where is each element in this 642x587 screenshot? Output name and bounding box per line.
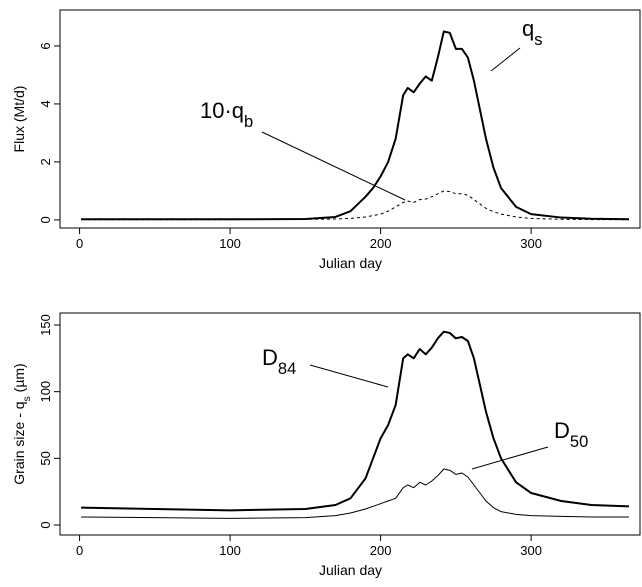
x-tick-label: 0 <box>76 236 83 251</box>
y-tick-label: 4 <box>38 100 53 107</box>
series-annotation: D50 <box>554 418 588 451</box>
plot-frame <box>59 9 641 229</box>
x-tick-label: 100 <box>219 543 241 558</box>
data-line <box>81 190 629 221</box>
label-text: q <box>522 16 534 41</box>
label-subscript: 50 <box>570 433 588 451</box>
label-text: Grain size - q <box>11 401 27 484</box>
panel: 0 100 200 300 0 50 100 150 Julian day Grain size … <box>11 312 641 578</box>
x-axis-label: Julian day <box>319 562 382 578</box>
y-tick-label: 6 <box>38 42 53 49</box>
x-tick-label: 0 <box>76 543 83 558</box>
series-annotation: 10·qb <box>200 98 253 131</box>
leader-line <box>261 131 406 201</box>
x-tick-label: 200 <box>370 236 392 251</box>
series-annotation: D84 <box>262 345 296 378</box>
y-tick-label: 50 <box>38 451 53 465</box>
x-tick-label: 300 <box>520 543 542 558</box>
panel: 0 100 200 300 0 2 4 6 Julian day Flux (Mt/d) qs 10·… <box>11 9 641 271</box>
label-subscript: s <box>21 396 33 401</box>
label-subscript: s <box>534 31 542 49</box>
plot-frame <box>59 312 641 536</box>
label-subscript: 84 <box>278 360 296 378</box>
label-text: (µm) <box>11 363 27 396</box>
data-line <box>81 468 629 519</box>
x-axis-label: Julian day <box>319 255 382 271</box>
data-line <box>81 30 629 221</box>
leader-line <box>490 47 521 72</box>
y-tick-label: 0 <box>38 521 53 528</box>
y-tick-label: 0 <box>38 216 53 223</box>
x-tick-label: 100 <box>219 236 241 251</box>
x-tick-label: 200 <box>370 543 392 558</box>
label-text: 10·q <box>200 98 244 123</box>
y-axis-label: Grain size - qs (µm) <box>11 363 33 484</box>
label-text: D <box>262 345 278 370</box>
y-axis-label: Flux (Mt/d) <box>11 86 27 153</box>
label-subscript: b <box>244 113 253 131</box>
series-annotation: qs <box>522 16 543 49</box>
x-tick-label: 300 <box>520 236 542 251</box>
y-tick-label: 2 <box>38 158 53 165</box>
label-text: D <box>554 418 570 443</box>
leader-line <box>309 364 389 388</box>
y-tick-label: 100 <box>38 381 53 403</box>
leader-line <box>471 446 549 470</box>
y-tick-label: 150 <box>38 314 53 336</box>
data-line <box>81 330 629 512</box>
